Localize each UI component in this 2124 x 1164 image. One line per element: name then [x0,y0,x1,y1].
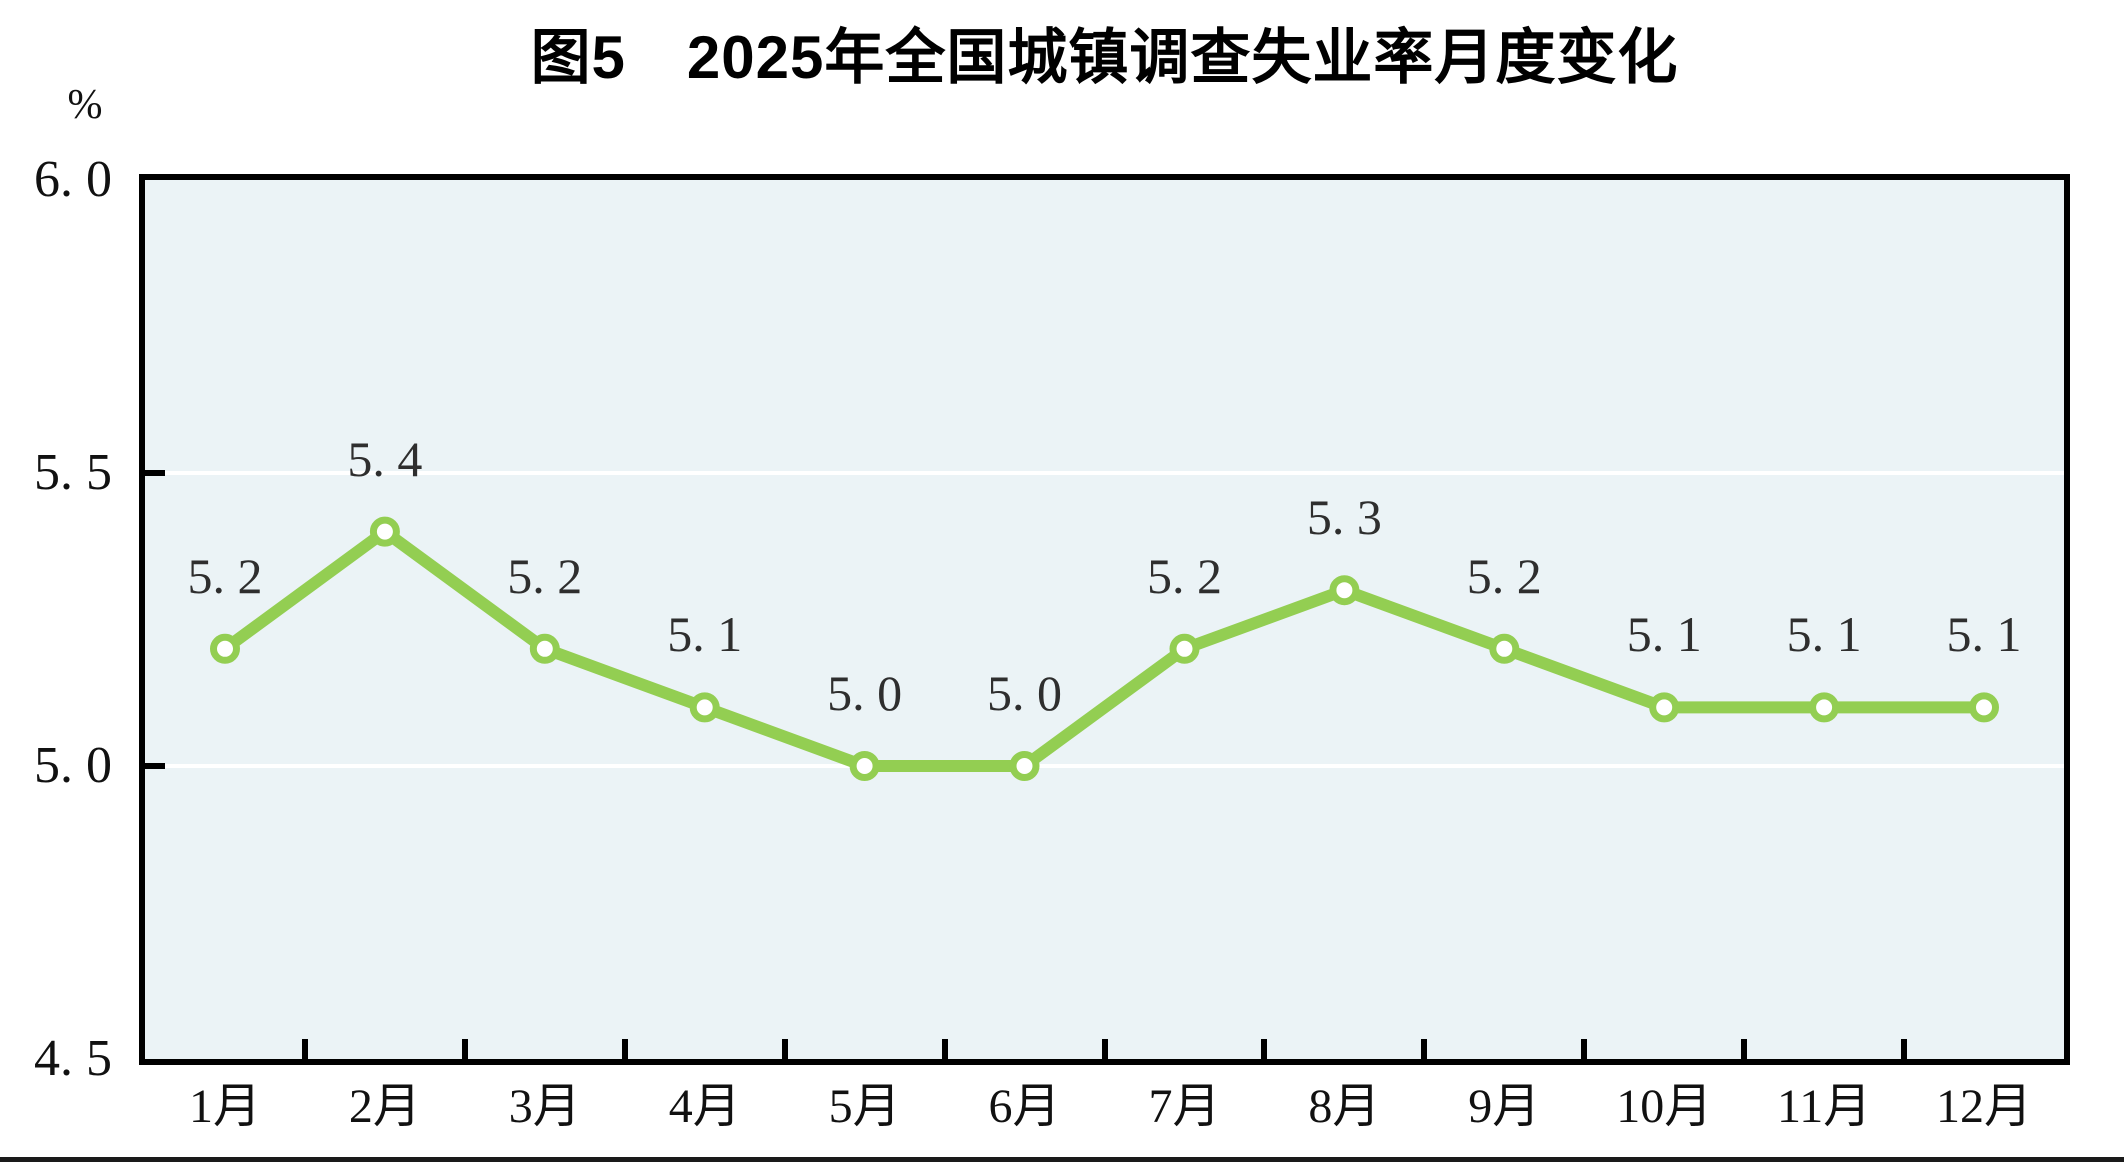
y-tick-label: 6. 0 [34,151,112,208]
x-axis-label: 4月 [668,1080,741,1133]
data-point-marker [529,633,560,664]
data-point-label: 5. 2 [1466,547,1542,604]
data-point-label: 5. 2 [1146,547,1222,604]
x-axis-tick [461,1039,468,1059]
x-axis-label: 7月 [1148,1080,1221,1133]
x-axis-tick [621,1039,628,1059]
x-axis-label: 5月 [828,1080,901,1133]
data-point-marker [1489,633,1520,664]
x-axis-label: 2月 [348,1080,421,1133]
x-axis-tick [781,1039,788,1059]
x-axis-tick [1101,1039,1108,1059]
x-axis-label: 1月 [188,1080,261,1133]
plot-area [139,174,2070,1065]
data-point-marker [369,516,400,547]
x-axis-tick [941,1039,948,1059]
data-point-label: 5. 1 [1626,606,1702,663]
data-point-label: 5. 4 [347,430,423,487]
data-point-label: 5. 1 [667,606,743,663]
x-axis-label: 9月 [1468,1080,1541,1133]
data-point-marker [1969,692,1999,723]
gridline [145,764,2064,768]
data-point-label: 5. 1 [1786,606,1862,663]
data-point-marker [849,751,880,781]
series-line [219,525,1990,772]
x-axis-label: 3月 [508,1080,581,1133]
data-point-label: 5. 2 [507,547,583,604]
x-axis-label: 11月 [1777,1080,1872,1133]
series-svg [210,516,1999,781]
data-point-label: 5. 0 [827,665,903,721]
y-tick-label: 4. 5 [34,1030,112,1087]
data-point-marker [1169,633,1200,664]
x-axis-tick [301,1039,308,1059]
y-tick-label: 5. 5 [34,444,112,501]
chart-title: 图5 2025年全国城镇调查失业率月度变化 [530,24,1679,91]
x-axis-tick [1421,1039,1428,1059]
x-axis-tick [1581,1039,1588,1059]
x-axis-label: 10月 [1616,1080,1713,1133]
x-axis-tick [1901,1039,1908,1059]
x-axis-tick [1741,1039,1748,1059]
page-bottom-divider [0,1157,2124,1162]
y-axis-tick [139,470,165,476]
data-point-label: 5. 3 [1306,489,1382,546]
data-point-marker [1329,575,1360,606]
x-axis-label: 8月 [1308,1080,1381,1133]
data-point-marker [210,633,240,664]
data-point-label: 5. 2 [187,547,263,604]
data-point-marker [1009,751,1040,781]
x-axis-tick [1261,1039,1268,1059]
data-point-marker [1809,692,1840,723]
y-tick-label: 5. 0 [34,737,112,794]
data-point-label: 5. 0 [987,665,1063,721]
x-axis-label: 6月 [988,1080,1061,1133]
data-point-marker [1649,692,1680,723]
data-point-label: 5. 1 [1946,606,2022,663]
y-axis-tick [139,763,165,769]
data-point-marker [689,692,720,723]
gridline [145,471,2064,475]
x-axis-label: 12月 [1936,1080,2033,1133]
y-axis-unit-label: % [67,82,103,128]
